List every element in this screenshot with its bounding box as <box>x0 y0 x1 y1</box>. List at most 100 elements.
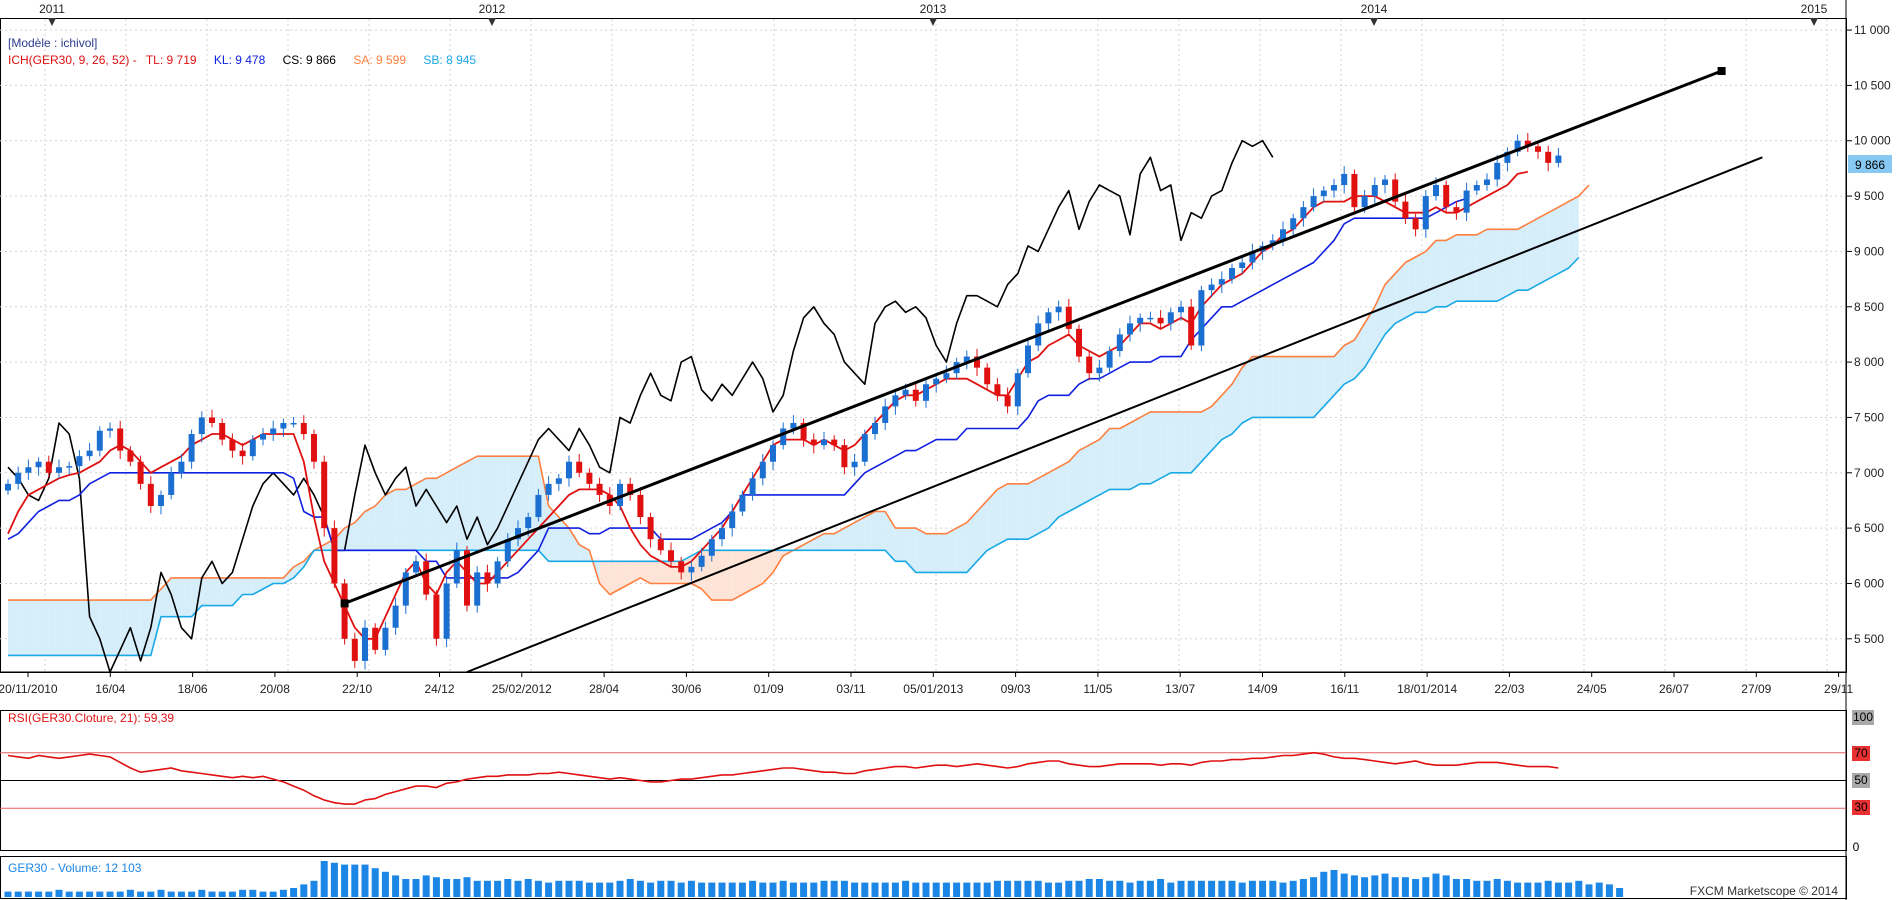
volume-bar <box>1024 880 1032 897</box>
volume-bar <box>1259 880 1267 897</box>
volume-bar <box>922 882 930 897</box>
candle-body <box>1463 190 1470 213</box>
candle-body <box>270 428 277 435</box>
x-tick-label: 22/03 <box>1494 682 1524 696</box>
volume-bar <box>1412 879 1420 897</box>
candle-body <box>5 483 11 491</box>
cloud-segment <box>1476 229 1487 302</box>
volume-bar <box>494 880 502 897</box>
candle-body <box>1280 229 1286 241</box>
trend-line <box>466 156 1763 673</box>
volume-bar <box>218 891 226 897</box>
volume-bar <box>555 880 563 897</box>
year-marker <box>488 18 496 26</box>
volume-bar <box>65 891 73 897</box>
cloud-segment <box>1293 356 1304 418</box>
candle-body <box>596 483 603 495</box>
price-tag-value: 9 866 <box>1855 158 1885 172</box>
cloud-segment <box>293 561 304 578</box>
senkou-a-line <box>8 184 1590 601</box>
y-tick-label: 10 000 <box>1854 134 1891 148</box>
volume-bar <box>677 882 685 897</box>
volume-bar <box>188 891 196 897</box>
volume-bar <box>718 882 726 897</box>
volume-bar <box>1095 879 1103 897</box>
volume-bar <box>1085 879 1093 897</box>
volume-bar <box>871 882 879 897</box>
volume-bar <box>963 882 971 897</box>
candle-body <box>1147 317 1154 320</box>
cloud-segment <box>875 511 886 551</box>
cloud-segment <box>742 550 753 595</box>
volume-bar <box>1350 875 1358 897</box>
cloud-segment <box>69 600 80 656</box>
volume-bar <box>657 880 665 897</box>
volume-bar <box>1136 880 1144 897</box>
volume-bar <box>524 879 532 897</box>
candle-body <box>688 566 695 573</box>
cloud-segment <box>1089 439 1100 501</box>
candle-body <box>1106 351 1113 368</box>
candle-body <box>974 356 980 368</box>
candle-body <box>555 478 562 484</box>
candle-body <box>1484 179 1490 186</box>
cloud-segment <box>1507 229 1518 296</box>
cloud-segment <box>507 456 518 551</box>
candle-body <box>912 389 919 401</box>
x-tick-label: 16/11 <box>1330 682 1359 696</box>
cloud-segment <box>1538 212 1549 285</box>
volume-bar <box>371 868 379 897</box>
cloud-segment <box>813 533 824 551</box>
cloud-segment <box>467 456 478 551</box>
volume-bar <box>75 891 83 897</box>
volume-bar <box>330 862 338 897</box>
candle-body <box>362 627 368 661</box>
volume-bar <box>1187 880 1195 897</box>
candle-body <box>1341 173 1348 186</box>
volume-bar <box>1055 882 1063 897</box>
year-marker <box>929 18 937 26</box>
volume-bar <box>1371 875 1379 897</box>
volume-bar <box>1442 875 1450 897</box>
rsi-axis: 100 70 50 30 0 <box>1852 710 1874 854</box>
cloud-segment <box>1170 411 1181 473</box>
volume-bar <box>902 880 910 897</box>
volume-bar <box>1554 882 1562 897</box>
volume-bar <box>269 891 277 897</box>
volume-bar <box>1269 880 1277 897</box>
cloud-segment <box>283 566 294 584</box>
y-tick-label: 7 000 <box>1854 466 1884 480</box>
volume-bar <box>779 880 787 897</box>
volume-bar <box>687 880 695 897</box>
cs-label: CS: 9 866 <box>283 53 337 67</box>
cloud-segment <box>1385 273 1396 335</box>
volume-bar <box>198 889 206 897</box>
candle-body <box>994 384 1001 396</box>
volume-bar <box>504 879 512 897</box>
cloud-segment <box>905 528 916 573</box>
candle-body <box>872 422 878 435</box>
candle-body <box>433 594 440 639</box>
x-tick-label: 01/09 <box>754 682 784 696</box>
cloud-segment <box>191 577 202 617</box>
volume-bar <box>483 880 491 897</box>
volume-bar <box>769 882 777 897</box>
volume-bar <box>473 880 481 897</box>
volume-bar <box>126 889 134 897</box>
year-markers <box>48 18 1818 26</box>
candle-body <box>127 450 134 462</box>
candle-body <box>933 378 940 385</box>
volume-bar <box>239 889 247 897</box>
x-tick-label: 25/02/2012 <box>492 682 552 696</box>
cloud-segment <box>416 478 427 551</box>
volume-bar <box>1044 882 1052 897</box>
candle-body <box>1076 328 1082 357</box>
candle-body <box>668 550 674 562</box>
cloud-segment <box>732 550 743 601</box>
cloud-segment <box>599 561 610 595</box>
x-tick-label: 24/05 <box>1577 682 1607 696</box>
candle-body <box>1014 373 1021 407</box>
cloud-segment <box>385 489 396 551</box>
cloud-segment <box>1232 367 1243 435</box>
candle-body <box>280 422 287 429</box>
